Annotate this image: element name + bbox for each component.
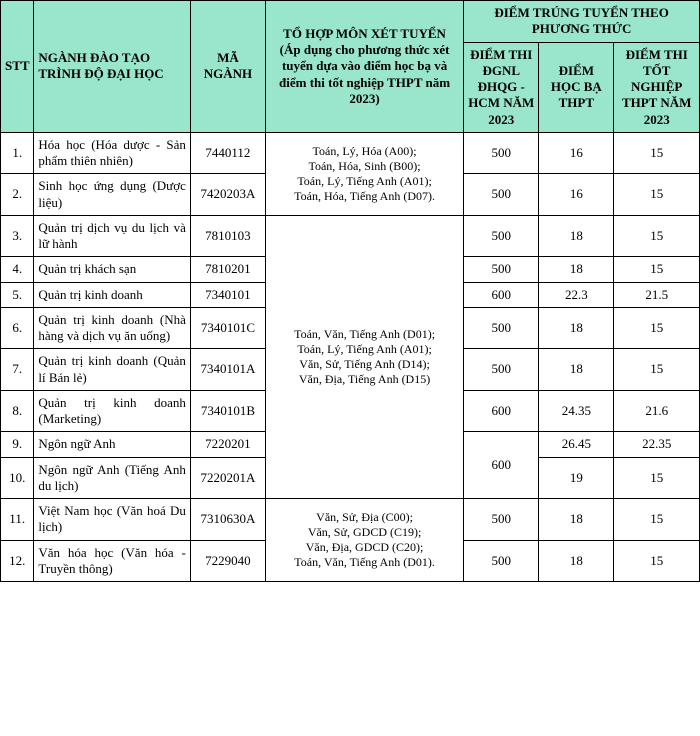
cell-tn: 15 bbox=[614, 257, 700, 282]
cell-dgnl: 600 bbox=[464, 390, 539, 432]
cell-dgnl: 500 bbox=[464, 132, 539, 174]
table-body: 1. Hóa học (Hóa dược - Sản phẩm thiên nh… bbox=[1, 132, 700, 581]
cell-combo-group-b: Toán, Văn, Tiếng Anh (D01); Toán, Lý, Ti… bbox=[265, 215, 463, 498]
cell-stt: 3. bbox=[1, 215, 34, 257]
cell-ma: 7229040 bbox=[190, 540, 265, 582]
table-row: 1. Hóa học (Hóa dược - Sản phẩm thiên nh… bbox=[1, 132, 700, 174]
cell-stt: 7. bbox=[1, 349, 34, 391]
table-row: 11. Việt Nam học (Văn hoá Du lịch) 73106… bbox=[1, 499, 700, 541]
cell-tn: 15 bbox=[614, 215, 700, 257]
cell-tn: 22.35 bbox=[614, 432, 700, 457]
table-header: STT NGÀNH ĐÀO TẠO TRÌNH ĐỘ ĐẠI HỌC MÃ NG… bbox=[1, 1, 700, 133]
cell-nganh: Quản trị kinh doanh (Marketing) bbox=[34, 390, 190, 432]
cell-ma: 7340101 bbox=[190, 282, 265, 307]
cell-nganh: Văn hóa học (Văn hóa - Truyền thông) bbox=[34, 540, 190, 582]
cell-tn: 15 bbox=[614, 457, 700, 499]
cell-stt: 12. bbox=[1, 540, 34, 582]
admission-score-table: STT NGÀNH ĐÀO TẠO TRÌNH ĐỘ ĐẠI HỌC MÃ NG… bbox=[0, 0, 700, 582]
cell-nganh: Quản trị kinh doanh (Quản lí Bán lẻ) bbox=[34, 349, 190, 391]
cell-dgnl: 500 bbox=[464, 540, 539, 582]
cell-ma: 7810201 bbox=[190, 257, 265, 282]
cell-hocba: 26.45 bbox=[539, 432, 614, 457]
cell-ma: 7810103 bbox=[190, 215, 265, 257]
cell-dgnl: 500 bbox=[464, 215, 539, 257]
cell-stt: 11. bbox=[1, 499, 34, 541]
cell-stt: 6. bbox=[1, 307, 34, 349]
cell-nganh: Quản trị dịch vụ du lịch và lữ hành bbox=[34, 215, 190, 257]
cell-dgnl: 500 bbox=[464, 174, 539, 216]
cell-dgnl: 500 bbox=[464, 349, 539, 391]
col-hocba: ĐIỂM HỌC BẠ THPT bbox=[539, 42, 614, 132]
cell-nganh: Quản trị kinh doanh (Nhà hàng và dịch vụ… bbox=[34, 307, 190, 349]
cell-tn: 21.6 bbox=[614, 390, 700, 432]
cell-tn: 21.5 bbox=[614, 282, 700, 307]
cell-ma: 7220201A bbox=[190, 457, 265, 499]
cell-stt: 10. bbox=[1, 457, 34, 499]
col-scores-group: ĐIỂM TRÚNG TUYỂN THEO PHƯƠNG THỨC bbox=[464, 1, 700, 43]
cell-hocba: 18 bbox=[539, 499, 614, 541]
cell-ma: 7340101A bbox=[190, 349, 265, 391]
cell-hocba: 24.35 bbox=[539, 390, 614, 432]
cell-stt: 1. bbox=[1, 132, 34, 174]
cell-hocba: 18 bbox=[539, 349, 614, 391]
col-totnghiep: ĐIỂM THI TỐT NGHIỆP THPT NĂM 2023 bbox=[614, 42, 700, 132]
cell-ma: 7440112 bbox=[190, 132, 265, 174]
cell-dgnl: 500 bbox=[464, 257, 539, 282]
cell-hocba: 16 bbox=[539, 132, 614, 174]
cell-ma: 7340101B bbox=[190, 390, 265, 432]
cell-stt: 4. bbox=[1, 257, 34, 282]
table-row: 3. Quản trị dịch vụ du lịch và lữ hành 7… bbox=[1, 215, 700, 257]
cell-tn: 15 bbox=[614, 132, 700, 174]
cell-stt: 8. bbox=[1, 390, 34, 432]
cell-hocba: 19 bbox=[539, 457, 614, 499]
cell-dgnl-merged: 600 bbox=[464, 432, 539, 499]
cell-stt: 9. bbox=[1, 432, 34, 457]
cell-stt: 2. bbox=[1, 174, 34, 216]
combo-subtitle: (Áp dụng cho phương thức xét tuyển dựa v… bbox=[270, 42, 459, 107]
cell-nganh: Hóa học (Hóa dược - Sản phẩm thiên nhiên… bbox=[34, 132, 190, 174]
cell-ma: 7340101C bbox=[190, 307, 265, 349]
cell-ma: 7310630A bbox=[190, 499, 265, 541]
cell-stt: 5. bbox=[1, 282, 34, 307]
cell-nganh: Việt Nam học (Văn hoá Du lịch) bbox=[34, 499, 190, 541]
col-nganh: NGÀNH ĐÀO TẠO TRÌNH ĐỘ ĐẠI HỌC bbox=[34, 1, 190, 133]
cell-hocba: 22.3 bbox=[539, 282, 614, 307]
cell-nganh: Ngôn ngữ Anh (Tiếng Anh du lịch) bbox=[34, 457, 190, 499]
cell-tn: 15 bbox=[614, 499, 700, 541]
cell-tn: 15 bbox=[614, 174, 700, 216]
cell-dgnl: 600 bbox=[464, 282, 539, 307]
cell-dgnl: 500 bbox=[464, 499, 539, 541]
cell-nganh: Quản trị kinh doanh bbox=[34, 282, 190, 307]
cell-combo-group-a: Toán, Lý, Hóa (A00); Toán, Hóa, Sinh (B0… bbox=[265, 132, 463, 215]
cell-hocba: 18 bbox=[539, 257, 614, 282]
cell-combo-group-c: Văn, Sử, Địa (C00); Văn, Sử, GDCD (C19);… bbox=[265, 499, 463, 582]
cell-hocba: 16 bbox=[539, 174, 614, 216]
cell-nganh: Sinh học ứng dụng (Dược liệu) bbox=[34, 174, 190, 216]
cell-nganh: Ngôn ngữ Anh bbox=[34, 432, 190, 457]
col-ma: MÃ NGÀNH bbox=[190, 1, 265, 133]
cell-dgnl: 500 bbox=[464, 307, 539, 349]
cell-tn: 15 bbox=[614, 307, 700, 349]
combo-title: TỔ HỢP MÔN XÉT TUYỂN bbox=[270, 26, 459, 42]
cell-hocba: 18 bbox=[539, 307, 614, 349]
cell-hocba: 18 bbox=[539, 215, 614, 257]
col-dgnl: ĐIỂM THI ĐGNL ĐHQG - HCM NĂM 2023 bbox=[464, 42, 539, 132]
cell-tn: 15 bbox=[614, 349, 700, 391]
cell-hocba: 18 bbox=[539, 540, 614, 582]
cell-tn: 15 bbox=[614, 540, 700, 582]
col-combo: TỔ HỢP MÔN XÉT TUYỂN (Áp dụng cho phương… bbox=[265, 1, 463, 133]
col-stt: STT bbox=[1, 1, 34, 133]
cell-ma: 7420203A bbox=[190, 174, 265, 216]
cell-nganh: Quản trị khách sạn bbox=[34, 257, 190, 282]
cell-ma: 7220201 bbox=[190, 432, 265, 457]
